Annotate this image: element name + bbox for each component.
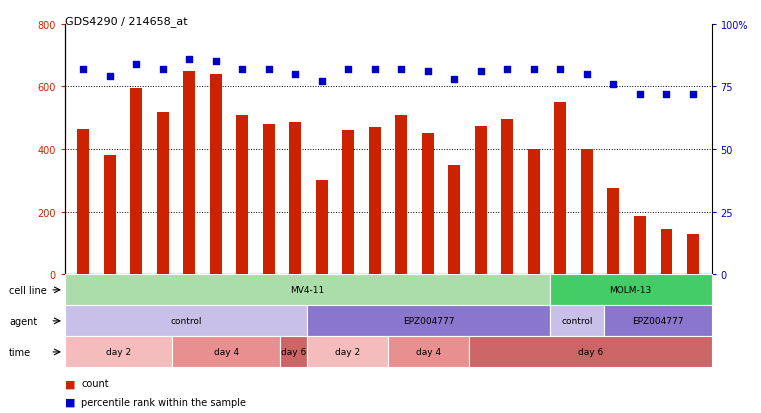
Point [554,66,566,73]
Bar [661,229,673,275]
Text: day 4: day 4 [214,348,239,356]
Bar [396,115,407,275]
Point [501,66,514,73]
Text: day 4: day 4 [416,348,441,356]
Text: GDS4290 / 214658_at: GDS4290 / 214658_at [65,17,187,27]
Point [422,69,434,76]
Text: MV4-11: MV4-11 [290,286,324,294]
Bar [448,165,460,275]
Point [661,91,673,98]
Text: control: control [170,317,202,325]
Point [236,66,248,73]
Bar [183,71,196,275]
Bar [501,120,514,275]
Bar [687,234,699,275]
Bar [103,156,116,275]
Point [103,74,116,81]
Bar [210,75,221,275]
Text: MOLM-13: MOLM-13 [610,286,652,294]
Text: EPZ004777: EPZ004777 [403,317,454,325]
Bar [607,189,619,275]
Point [210,59,222,66]
Point [475,69,487,76]
Point [448,76,460,83]
Text: percentile rank within the sample: percentile rank within the sample [81,396,247,407]
Bar [157,112,169,275]
Point [316,79,328,85]
Text: control: control [561,317,593,325]
Bar [422,134,434,275]
Text: day 2: day 2 [335,348,360,356]
Text: time: time [9,347,31,357]
Text: day 2: day 2 [106,348,131,356]
Bar [369,128,380,275]
Point [157,66,169,73]
Bar [634,217,646,275]
Bar [237,115,248,275]
Point [77,66,89,73]
Point [130,62,142,68]
Point [528,66,540,73]
Text: ■: ■ [65,396,75,407]
Bar [316,181,328,275]
Text: day 6: day 6 [281,348,307,356]
Bar [555,103,566,275]
Point [607,81,619,88]
Text: cell line: cell line [9,285,47,295]
Point [687,91,699,98]
Bar [528,150,540,275]
Text: agent: agent [9,316,37,326]
Bar [289,123,301,275]
Bar [130,89,142,275]
Point [395,66,407,73]
Point [634,91,646,98]
Bar [475,126,487,275]
Point [342,66,355,73]
Point [369,66,381,73]
Point [183,57,196,63]
Text: ■: ■ [65,378,75,389]
Text: day 6: day 6 [578,348,603,356]
Bar [342,131,355,275]
Bar [263,125,275,275]
Point [581,71,593,78]
Text: count: count [81,378,109,389]
Point [263,66,275,73]
Text: EPZ004777: EPZ004777 [632,317,683,325]
Bar [78,129,89,275]
Bar [581,150,593,275]
Point [289,71,301,78]
